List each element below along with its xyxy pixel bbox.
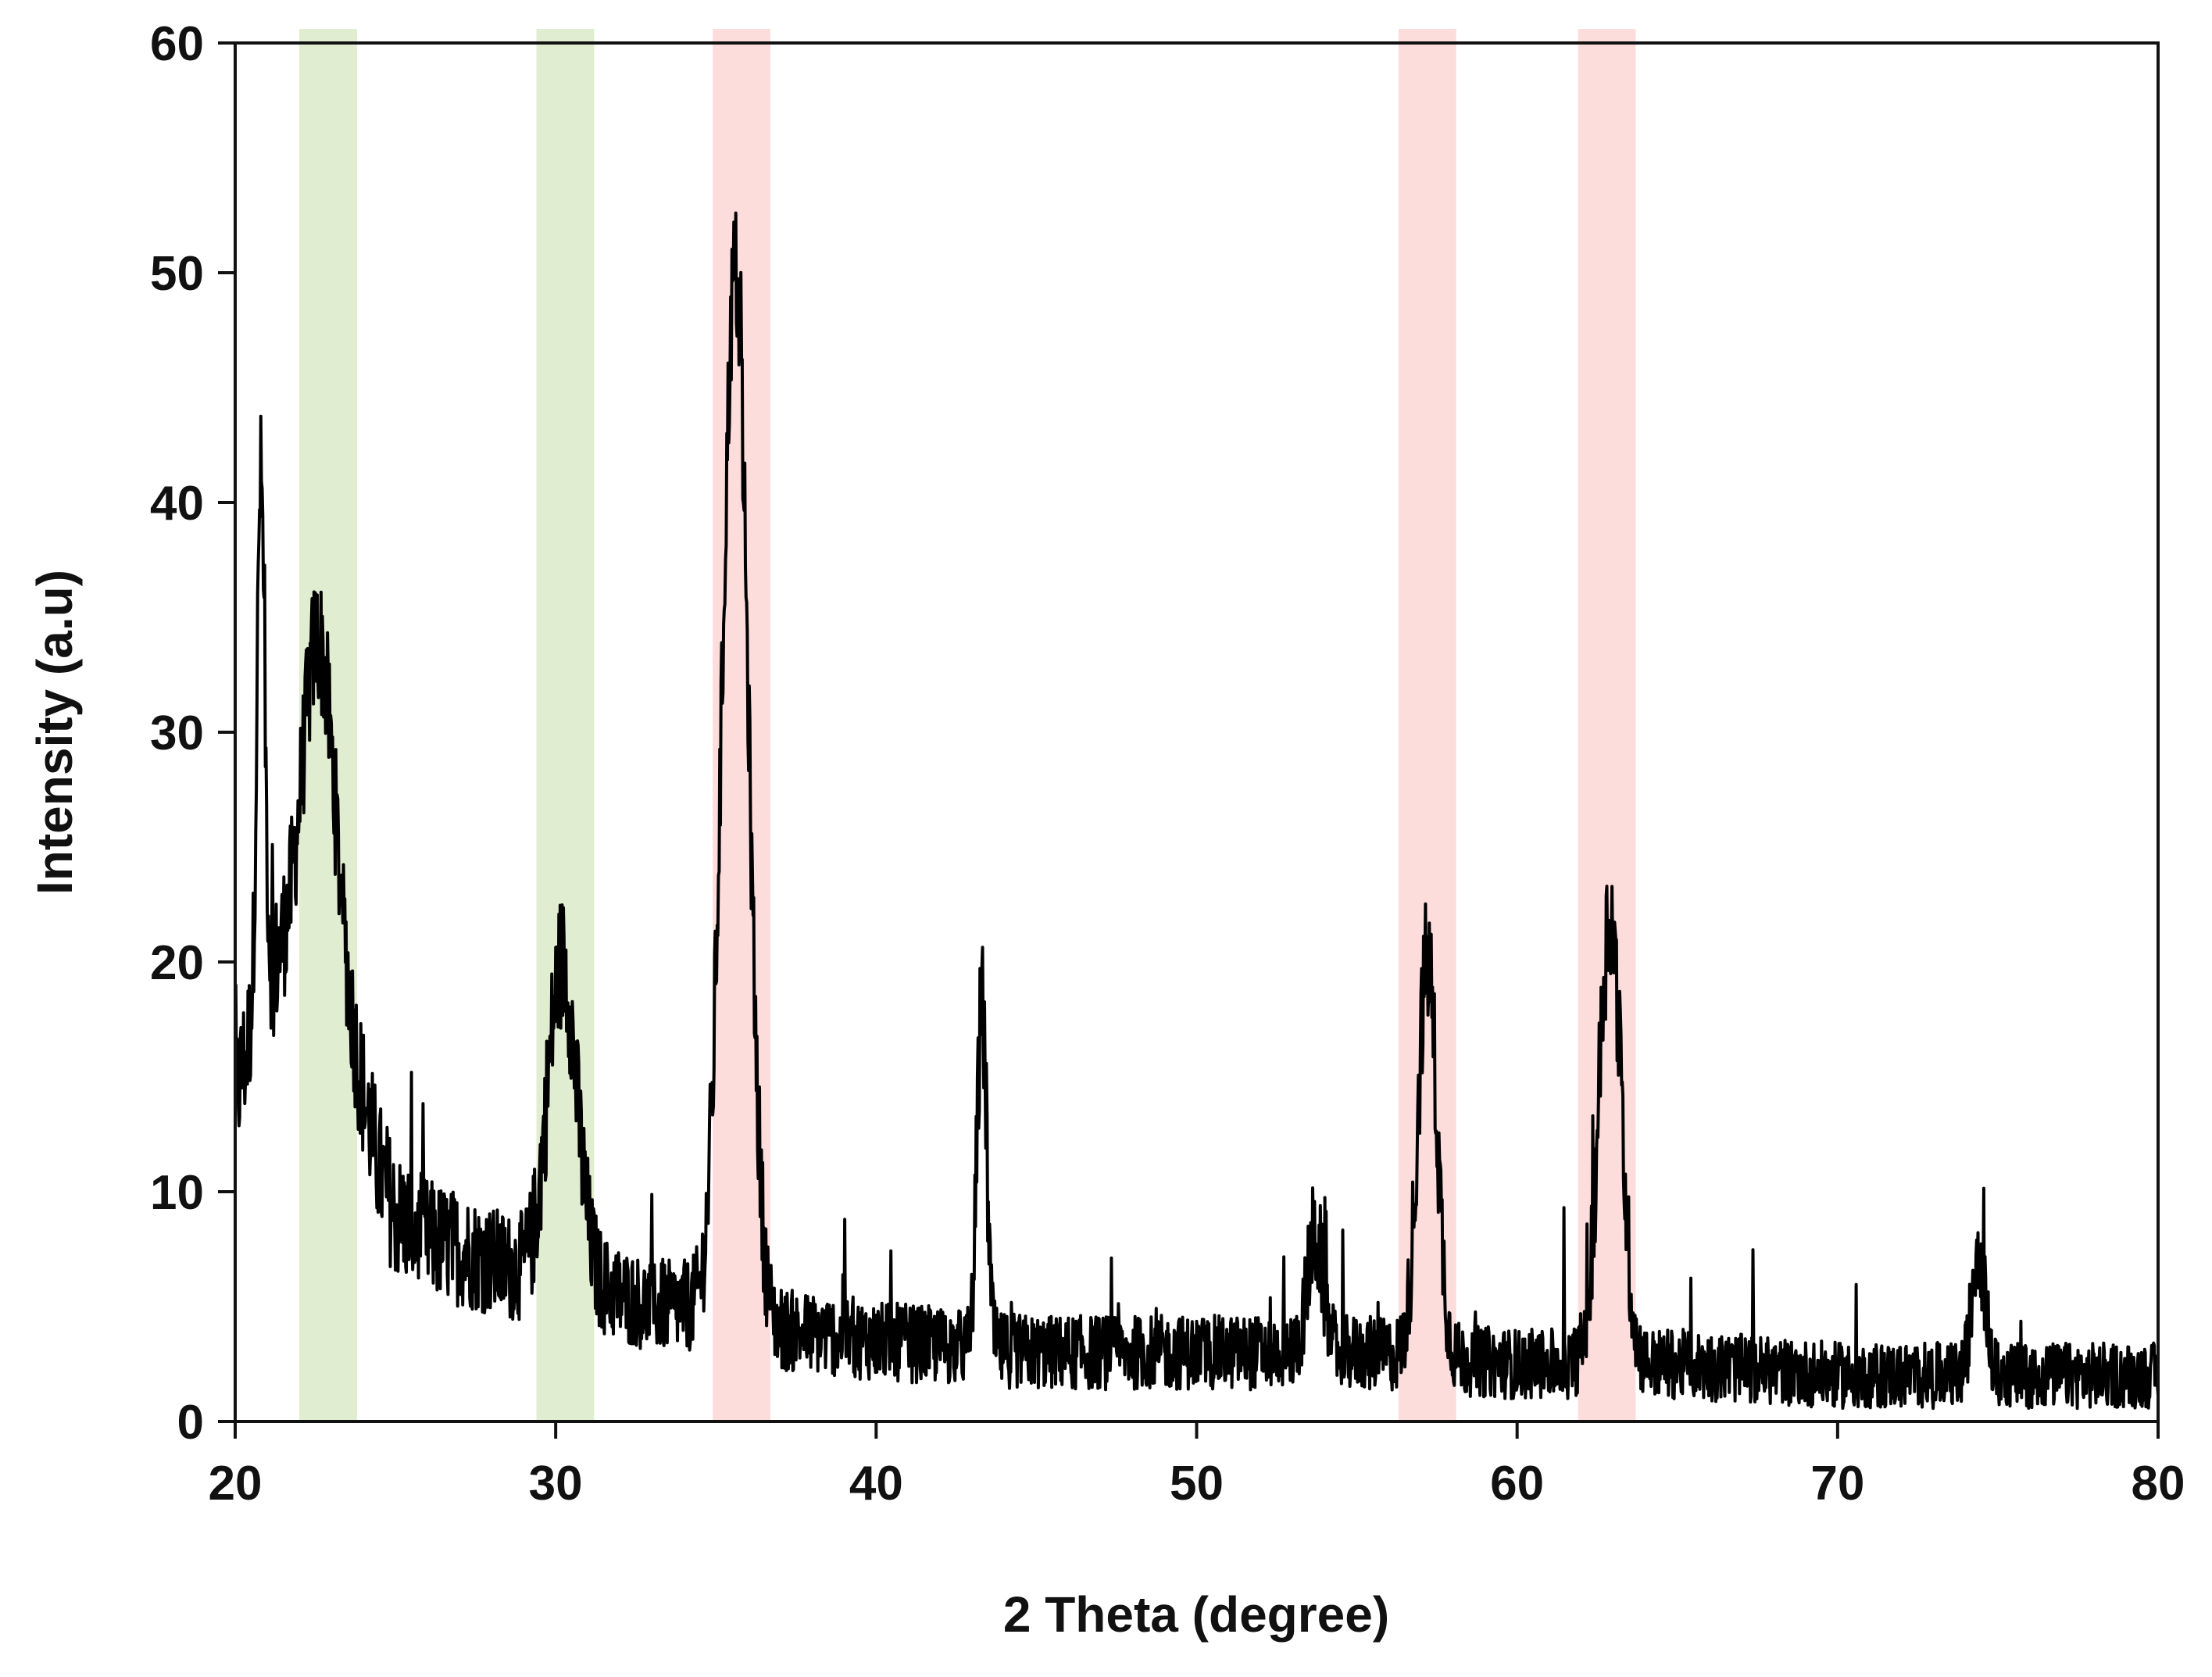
- x-axis: 20 30 40 50 60 70 80: [209, 1421, 2185, 1511]
- x-tick-label: 50: [1170, 1457, 1224, 1511]
- y-tick-label: 50: [150, 247, 204, 301]
- x-tick-label: 80: [2132, 1457, 2185, 1511]
- y-tick-label: 20: [150, 936, 204, 990]
- y-tick-label: 0: [177, 1396, 204, 1450]
- x-tick-label: 60: [1490, 1457, 1544, 1511]
- x-tick-label: 30: [529, 1457, 583, 1511]
- highlight-bands: [299, 29, 1636, 1421]
- y-tick-label: 40: [150, 477, 204, 531]
- xrd-intensity-line: [234, 211, 2160, 1411]
- highlight-band-4: [1398, 29, 1456, 1421]
- y-tick-label: 60: [150, 17, 204, 71]
- y-tick-label: 30: [150, 706, 204, 760]
- plot-frame: [234, 41, 2160, 1423]
- x-tick-label: 20: [209, 1457, 263, 1511]
- x-tick-label: 40: [849, 1457, 903, 1511]
- y-axis: 0 10 20 30 40 50 60: [150, 17, 235, 1450]
- y-axis-label: Intensity (a.u): [27, 570, 83, 895]
- x-tick-label: 70: [1810, 1457, 1864, 1511]
- y-tick-label: 10: [150, 1166, 204, 1220]
- series-layer: [234, 211, 2160, 1411]
- x-axis-label: 2 Theta (degree): [1003, 1586, 1389, 1643]
